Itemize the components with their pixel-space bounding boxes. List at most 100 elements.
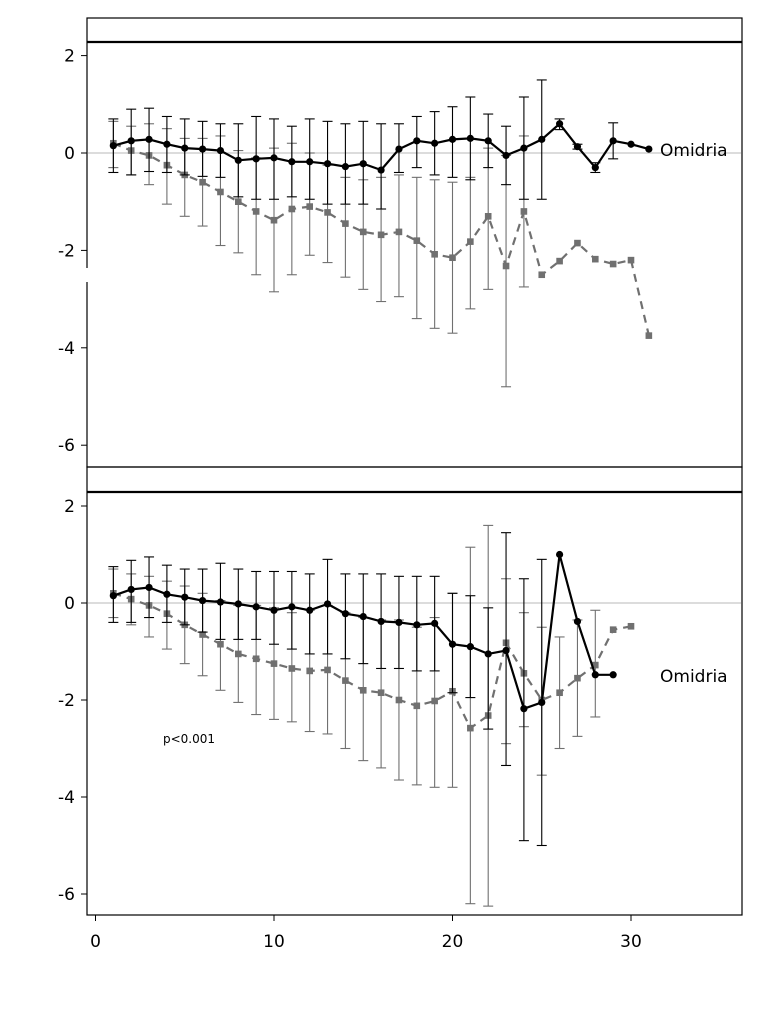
x-tick-label: 20 xyxy=(442,932,464,952)
comparison-series-point xyxy=(324,209,331,216)
omidria-series-point xyxy=(538,135,546,143)
comparison-series-point xyxy=(252,655,260,663)
omidria-series-point xyxy=(377,617,385,626)
omidria-series-point xyxy=(341,163,349,171)
comparison-series-point xyxy=(377,689,385,697)
y-tick-label: -4 xyxy=(58,788,75,808)
omidria-series-point xyxy=(234,600,242,608)
comparison-series-point xyxy=(217,640,224,648)
x-tick-label: 30 xyxy=(620,932,642,952)
series-label-omidria: Omidria xyxy=(660,667,728,687)
omidria-series-point xyxy=(341,610,349,618)
omidria-series-point xyxy=(163,140,171,148)
omidria-series-point xyxy=(431,139,439,147)
omidria-series-point xyxy=(270,606,278,614)
comparison-series-point xyxy=(235,198,242,205)
comparison-series-point xyxy=(574,239,581,247)
omidria-series-point xyxy=(270,154,278,162)
comparison-series-point xyxy=(431,697,438,705)
comparison-series-point xyxy=(288,205,296,213)
comparison-series-point xyxy=(467,238,474,245)
omidria-series-point xyxy=(413,621,421,629)
omidria-series-point xyxy=(109,592,117,600)
comparison-series-point xyxy=(413,237,421,244)
y-tick-label: 2 xyxy=(64,47,75,67)
omidria-series-point xyxy=(127,137,135,145)
omidria-series-point xyxy=(502,646,510,655)
omidria-series-point xyxy=(591,671,599,679)
omidria-series-point xyxy=(306,158,314,166)
x-tick-label: 0 xyxy=(90,932,101,952)
omidria-series-point xyxy=(216,146,225,155)
omidria-series-point xyxy=(306,606,314,614)
comparison-series xyxy=(108,120,653,388)
omidria-series xyxy=(108,79,653,210)
comparison-series-point xyxy=(288,665,296,672)
comparison-series-point xyxy=(627,256,635,264)
omidria-series-point xyxy=(484,137,492,145)
omidria-series-point xyxy=(502,151,510,160)
omidria-series-point xyxy=(466,134,474,142)
omidria-series-point xyxy=(323,160,332,168)
comparison-series-point xyxy=(609,260,617,268)
comparison-series-point xyxy=(502,262,510,270)
omidria-series-point xyxy=(359,160,367,168)
comparison-series-point xyxy=(252,208,260,215)
omidria-series-point xyxy=(395,145,403,153)
omidria-series-point xyxy=(199,145,207,153)
omidria-series-point xyxy=(645,145,653,153)
omidria-series-point xyxy=(288,603,296,611)
comparison-series-point xyxy=(342,220,349,227)
comparison-series-point xyxy=(199,178,206,186)
comparison-series-point xyxy=(538,271,546,279)
y-tick-label: -2 xyxy=(58,241,75,261)
omidria-series-point xyxy=(323,600,332,608)
comparison-series-point xyxy=(377,231,385,239)
p-value-annotation: p<0.001 xyxy=(163,732,215,746)
omidria-series-point xyxy=(448,640,457,648)
comparison-series-point xyxy=(556,257,563,265)
series-label-omidria: Omidria xyxy=(660,141,728,161)
comparison-series-point xyxy=(359,687,367,694)
omidria-series-point xyxy=(145,135,153,143)
omidria-series-point xyxy=(520,144,528,152)
comparison-series-point xyxy=(395,696,403,704)
omidria-series-point xyxy=(609,137,617,145)
comparison-series-point xyxy=(520,208,528,215)
comparison-series-point xyxy=(592,661,599,669)
comparison-series-point xyxy=(449,254,456,262)
omidria-series-point xyxy=(199,596,207,605)
x-tick-label: 10 xyxy=(263,932,285,952)
omidria-series-point xyxy=(359,612,367,621)
omidria-series-point xyxy=(520,705,528,713)
plot-frame xyxy=(86,466,743,916)
comparison-series-point xyxy=(217,188,224,196)
comparison-series-point xyxy=(574,674,581,682)
comparison-series-point xyxy=(270,216,278,224)
axis-break xyxy=(83,268,91,282)
comparison-series-point xyxy=(359,228,367,236)
y-tick-label: 0 xyxy=(64,144,75,164)
comparison-series-point xyxy=(306,203,313,210)
comparison-series-point xyxy=(413,702,421,710)
omidria-series-point xyxy=(538,698,546,707)
omidria-series-point xyxy=(466,643,474,651)
comparison-series-point xyxy=(645,332,653,339)
omidria-series-point xyxy=(609,671,617,679)
omidria-series-point xyxy=(109,142,117,150)
y-tick-label: -4 xyxy=(58,339,75,359)
y-tick-label: -2 xyxy=(58,691,75,711)
comparison-series-point xyxy=(556,689,563,697)
omidria-series-point xyxy=(484,650,492,658)
y-tick-label: -6 xyxy=(58,436,75,456)
omidria-series-point xyxy=(556,120,564,128)
omidria-series-point xyxy=(252,603,260,611)
omidria-series-point xyxy=(627,140,635,148)
omidria-series-point xyxy=(377,166,385,174)
comparison-series-point xyxy=(467,724,474,732)
omidria-series-point xyxy=(591,164,599,172)
comparison-series-point xyxy=(270,660,278,667)
comparison-series-point xyxy=(342,677,349,684)
